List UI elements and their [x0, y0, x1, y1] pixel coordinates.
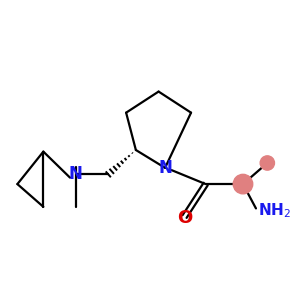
Text: N: N — [158, 159, 172, 177]
Text: NH$_2$: NH$_2$ — [258, 201, 291, 220]
Text: N: N — [69, 165, 83, 183]
Circle shape — [260, 156, 275, 170]
Text: O: O — [177, 209, 192, 227]
Circle shape — [233, 174, 253, 194]
